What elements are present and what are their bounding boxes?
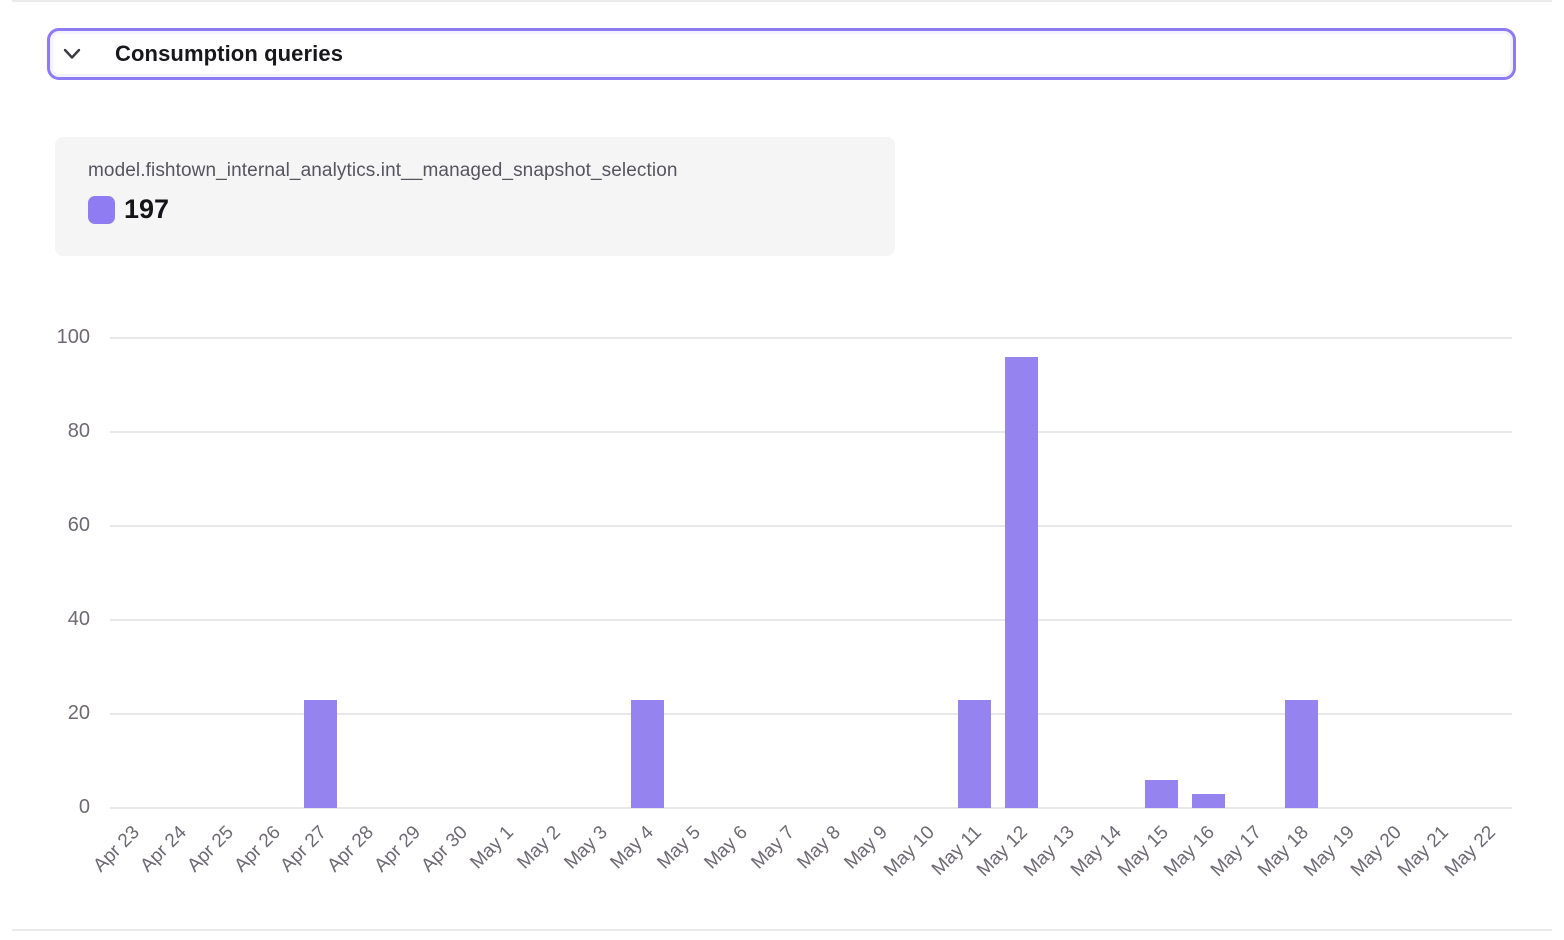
section-title: Consumption queries xyxy=(115,41,344,66)
series-color-swatch xyxy=(88,195,115,224)
series-total-value: 197 xyxy=(124,194,170,224)
bar-may-11[interactable] xyxy=(958,699,992,808)
grid-line-y20 xyxy=(110,713,1512,715)
grid-line-y60 xyxy=(110,525,1512,527)
grid-line-y100 xyxy=(110,337,1512,339)
chevron-down-icon xyxy=(62,44,82,64)
y-axis-label-20: 20 xyxy=(67,702,90,724)
bar-may-16[interactable] xyxy=(1191,793,1225,808)
y-axis-label-80: 80 xyxy=(67,420,90,442)
grid-line-y0 xyxy=(110,807,1512,809)
bar-may-4[interactable] xyxy=(630,699,664,808)
bar-may-15[interactable] xyxy=(1145,779,1178,808)
grid-line-y80 xyxy=(110,431,1512,433)
legend-value-row: 197 xyxy=(88,194,862,225)
y-axis-label-40: 40 xyxy=(67,608,90,630)
y-axis-label-100: 100 xyxy=(56,326,90,348)
bottom-divider xyxy=(12,929,1552,931)
bar-apr-27[interactable] xyxy=(303,699,337,808)
bar-may-12[interactable] xyxy=(1004,356,1038,808)
series-name: model.fishtown_internal_analytics.int__m… xyxy=(88,160,678,181)
y-axis-label-60: 60 xyxy=(67,514,90,536)
y-axis-label-0: 0 xyxy=(78,796,90,818)
bar-may-18[interactable] xyxy=(1285,699,1319,808)
series-legend-card: model.fishtown_internal_analytics.int__m… xyxy=(55,137,895,256)
grid-line-y40 xyxy=(110,619,1512,621)
consumption-queries-header[interactable]: Consumption queries xyxy=(47,28,1516,80)
top-divider xyxy=(12,0,1552,2)
